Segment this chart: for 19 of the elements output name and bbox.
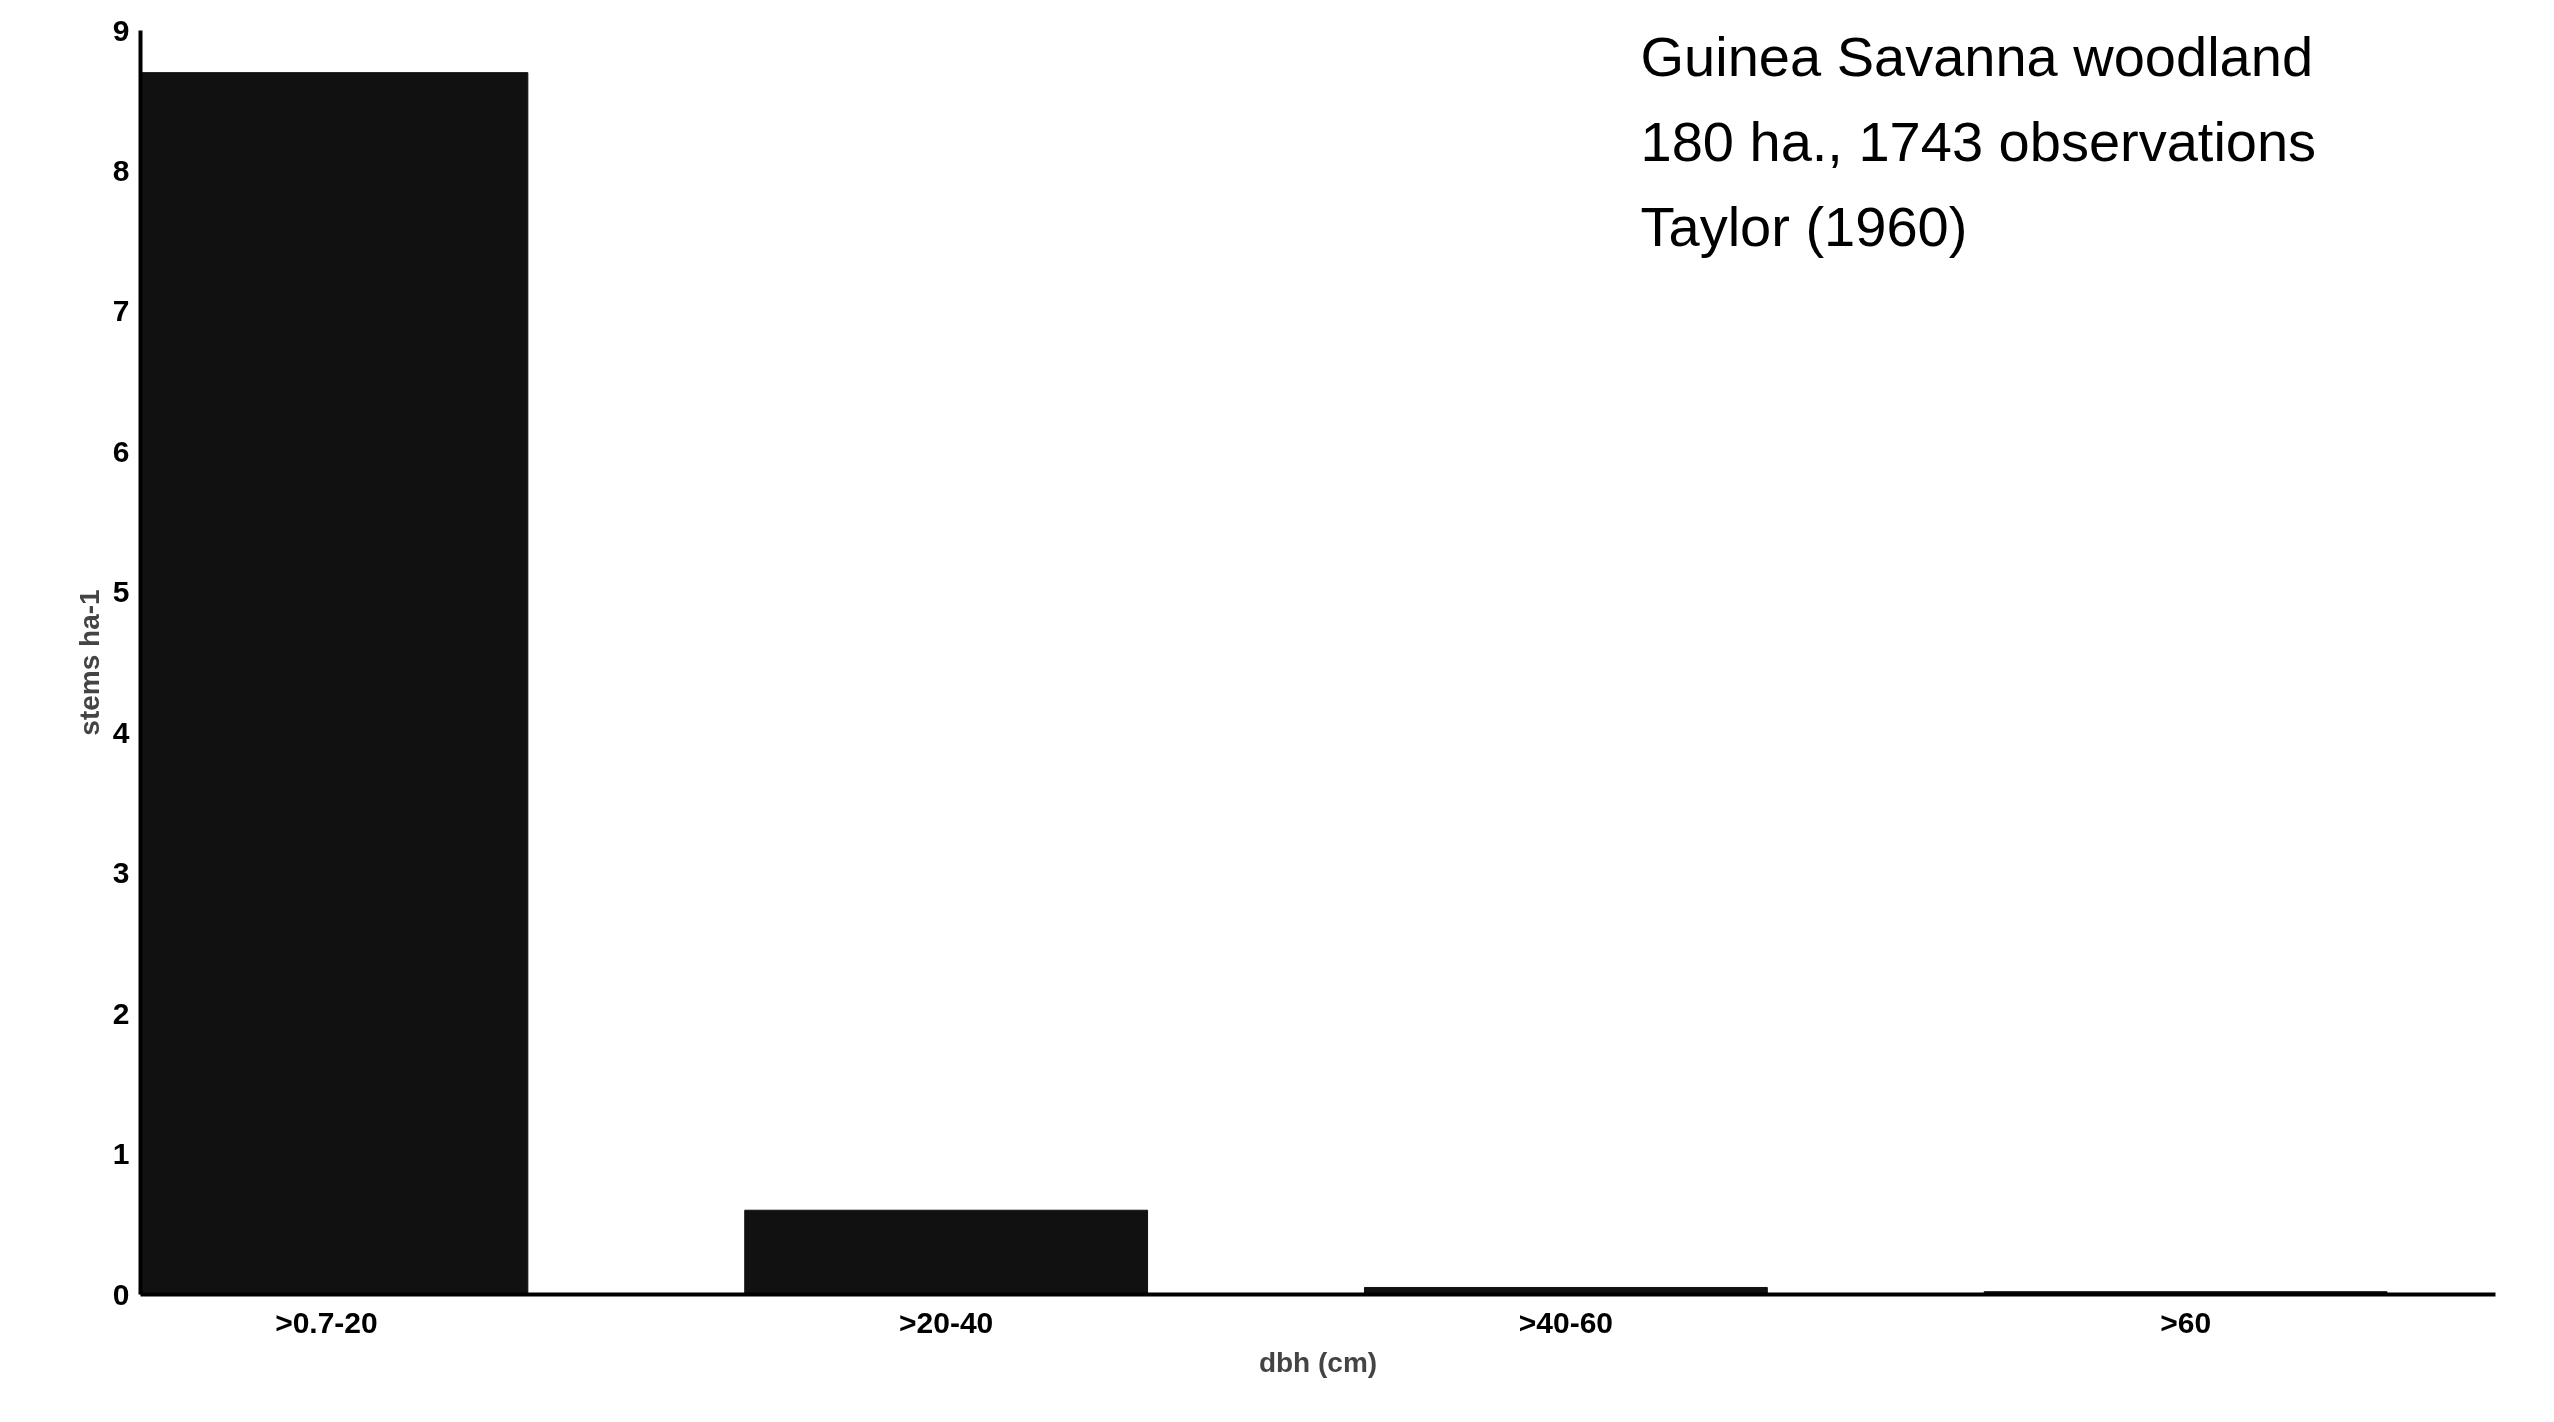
y-tick-label: 0 (112, 1277, 130, 1311)
x-tick-label: >60 (2160, 1305, 2212, 1339)
y-tick-label: 4 (112, 715, 130, 749)
annotation: 180 ha., 1743 observations (1640, 109, 2317, 173)
y-tick-label: 7 (112, 294, 130, 328)
x-axis-title: dbh (cm) (1258, 1346, 1378, 1378)
y-tick-label: 6 (112, 434, 130, 468)
y-tick-label: 2 (112, 996, 130, 1030)
chart-title: Guinea Savanna woodland (1640, 24, 2314, 88)
y-tick-label: 3 (112, 856, 130, 890)
x-tick-label: >0.7-20 (275, 1305, 378, 1339)
annotation: Taylor (1960) (1640, 194, 1968, 258)
y-tick-label: 1 (112, 1137, 130, 1171)
x-tick-label: >20-40 (899, 1305, 994, 1339)
y-tick-label: 5 (112, 575, 130, 609)
y-axis-title: stems ha-1 (73, 589, 105, 736)
x-tick-label: >40-60 (1518, 1305, 1614, 1339)
y-tick-label: 8 (112, 153, 130, 187)
y-tick-label: 9 (112, 13, 130, 47)
